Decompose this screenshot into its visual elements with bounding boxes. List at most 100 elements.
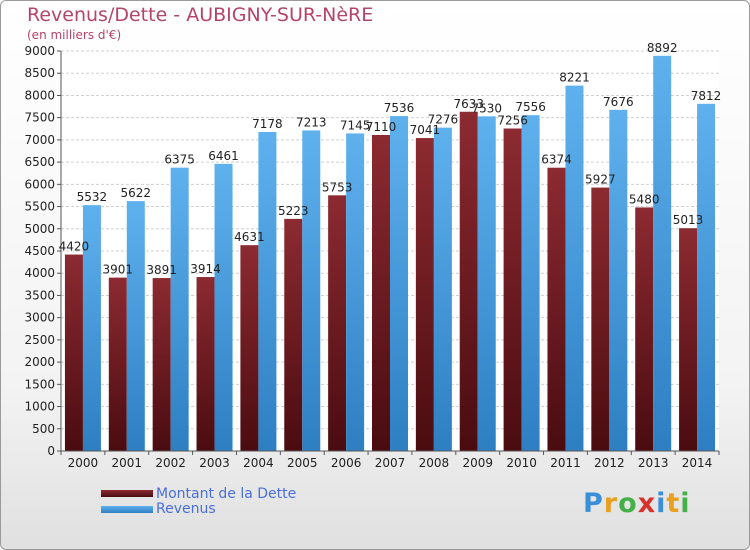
axes: 0 500 1000 1500 2000 2500 3000 3500 4000 4500 5000… bbox=[24, 44, 720, 470]
data-label-debt: 3901 bbox=[103, 263, 134, 277]
data-labels: 4420 5532 3901 5622 3891 6375 3914 6461 4631 7178… bbox=[59, 41, 722, 277]
data-label-revenue: 7178 bbox=[252, 117, 283, 131]
data-label-revenue: 7213 bbox=[296, 115, 327, 129]
bar-debt bbox=[459, 111, 478, 451]
x-tick-label: 2012 bbox=[594, 456, 625, 470]
data-label-revenue: 7145 bbox=[340, 118, 371, 132]
data-label-revenue: 7676 bbox=[603, 95, 634, 109]
bar-revenue bbox=[82, 205, 101, 451]
y-tick-label: 8000 bbox=[24, 88, 55, 102]
bar-revenue bbox=[126, 201, 145, 451]
bar-debt bbox=[284, 218, 303, 451]
data-label-revenue: 8892 bbox=[647, 41, 678, 55]
bar-debt bbox=[591, 187, 610, 452]
proxiti-logo: Proxiti bbox=[583, 488, 691, 519]
bar-revenue bbox=[346, 133, 365, 451]
y-tick-label: 0 bbox=[47, 444, 55, 458]
y-tick-label: 1500 bbox=[24, 377, 55, 391]
legend-swatch-revenue bbox=[101, 506, 153, 513]
logo-letter: t bbox=[666, 488, 681, 519]
x-tick-label: 2008 bbox=[419, 456, 450, 470]
data-label-revenue: 5622 bbox=[121, 186, 152, 200]
bar-debt bbox=[547, 167, 566, 451]
bar-debt bbox=[108, 277, 127, 451]
y-tick-label: 4000 bbox=[24, 266, 55, 280]
data-label-debt: 6374 bbox=[541, 153, 572, 167]
bar-debt bbox=[152, 278, 171, 451]
logo-letter: i bbox=[680, 488, 691, 519]
y-tick-label: 1000 bbox=[24, 400, 55, 414]
y-tick-label: 2500 bbox=[24, 333, 55, 347]
bar-revenue bbox=[433, 127, 452, 451]
bar-revenue bbox=[390, 116, 408, 452]
bar-debt bbox=[328, 195, 347, 451]
y-tick-label: 8500 bbox=[24, 66, 55, 80]
y-tick-label: 6500 bbox=[24, 155, 55, 169]
logo-letter: x bbox=[637, 488, 657, 519]
data-label-debt: 4631 bbox=[234, 230, 265, 244]
bar-debt bbox=[635, 207, 654, 451]
data-label-debt: 7633 bbox=[453, 97, 484, 111]
data-label-revenue: 5532 bbox=[77, 190, 108, 204]
x-tick-label: 2009 bbox=[462, 456, 493, 470]
bar-revenue bbox=[258, 131, 277, 451]
x-tick-label: 2013 bbox=[638, 456, 669, 470]
bar-debt bbox=[372, 135, 390, 451]
legend-label-revenue: Revenus bbox=[156, 501, 216, 517]
x-tick-label: 2004 bbox=[243, 456, 274, 470]
data-label-revenue: 7556 bbox=[515, 100, 546, 114]
y-tick-label: 2000 bbox=[24, 355, 55, 369]
x-tick-label: 2010 bbox=[506, 456, 537, 470]
bar-revenue bbox=[653, 55, 672, 452]
x-tick-label: 2001 bbox=[112, 456, 143, 470]
data-label-debt: 5480 bbox=[629, 192, 660, 206]
data-label-revenue: 7812 bbox=[691, 89, 722, 103]
legend-swatch-debt bbox=[101, 490, 153, 497]
data-label-debt: 3891 bbox=[146, 263, 177, 277]
x-tick-label: 2007 bbox=[375, 456, 406, 470]
logo-letter: i bbox=[656, 488, 667, 519]
bar-debt bbox=[503, 128, 522, 451]
y-tick-label: 500 bbox=[32, 422, 55, 436]
bars bbox=[64, 55, 716, 452]
data-label-revenue: 7276 bbox=[428, 113, 459, 127]
data-label-revenue: 7530 bbox=[471, 101, 502, 115]
data-label-debt: 7041 bbox=[410, 123, 441, 137]
logo-letter: r bbox=[603, 488, 619, 519]
chart-subtitle: (en milliers d'€) bbox=[27, 28, 122, 42]
x-tick-label: 2000 bbox=[68, 456, 99, 470]
y-tick-label: 5500 bbox=[24, 200, 55, 214]
data-label-debt: 3914 bbox=[190, 262, 221, 276]
logo-letter: P bbox=[583, 488, 604, 519]
data-label-revenue: 8221 bbox=[559, 71, 590, 85]
bar-revenue bbox=[565, 85, 584, 451]
x-tick-label: 2014 bbox=[682, 456, 713, 470]
bar-revenue bbox=[214, 163, 233, 451]
logo-letter: o bbox=[618, 488, 638, 519]
data-label-debt: 5753 bbox=[322, 180, 353, 194]
legend-label-debt: Montant de la Dette bbox=[156, 486, 297, 502]
data-label-revenue: 6375 bbox=[164, 153, 195, 167]
bar-revenue bbox=[477, 116, 496, 451]
bar-debt bbox=[415, 138, 434, 452]
data-label-debt: 5927 bbox=[585, 173, 616, 187]
bar-revenue bbox=[302, 130, 321, 451]
y-tick-label: 7000 bbox=[24, 133, 55, 147]
bar-debt bbox=[240, 245, 259, 451]
data-label-debt: 7256 bbox=[497, 114, 528, 128]
data-label-revenue: 6461 bbox=[208, 149, 239, 163]
bar-revenue bbox=[170, 167, 189, 451]
y-tick-label: 4500 bbox=[24, 244, 55, 258]
data-label-revenue: 7536 bbox=[384, 101, 415, 115]
y-tick-label: 9000 bbox=[24, 44, 55, 58]
y-tick-label: 3000 bbox=[24, 311, 55, 325]
x-tick-label: 2006 bbox=[331, 456, 362, 470]
bar-revenue bbox=[521, 115, 540, 451]
x-tick-label: 2011 bbox=[550, 456, 581, 470]
x-tick-label: 2003 bbox=[199, 456, 230, 470]
bar-debt bbox=[64, 254, 83, 451]
y-tick-label: 6000 bbox=[24, 177, 55, 191]
bar-debt bbox=[196, 277, 215, 451]
